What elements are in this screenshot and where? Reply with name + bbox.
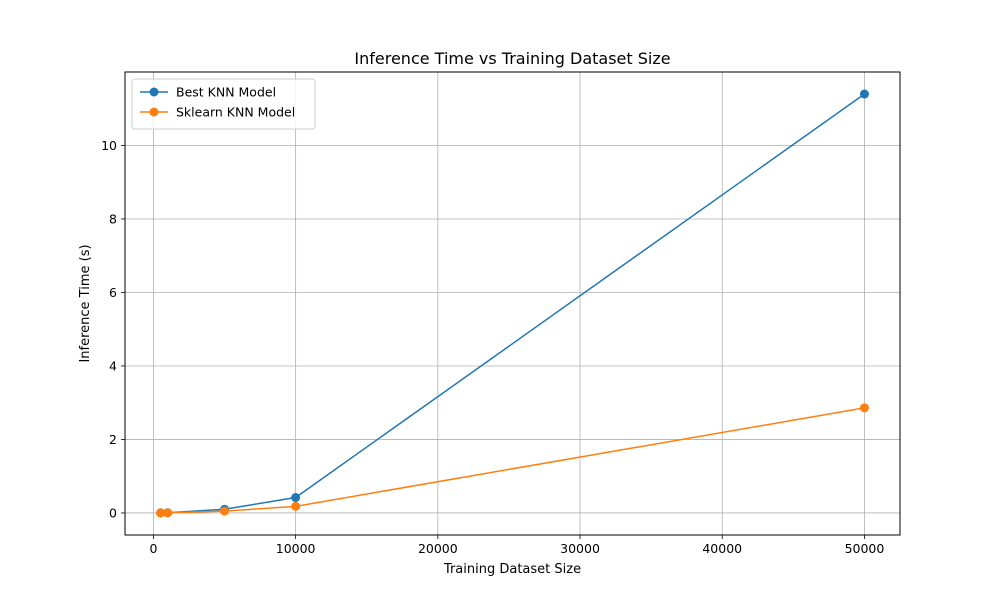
y-tick-label: 2 xyxy=(109,432,117,447)
data-point xyxy=(220,506,230,516)
y-tick-label: 4 xyxy=(109,358,117,373)
y-tick-label: 6 xyxy=(109,285,117,300)
data-point xyxy=(291,501,301,511)
x-tick-label: 40000 xyxy=(702,541,742,556)
y-tick-label: 10 xyxy=(101,138,117,153)
data-point xyxy=(163,508,173,518)
y-tick-label: 8 xyxy=(109,211,117,226)
x-tick-label: 0 xyxy=(149,541,157,556)
chart-title: Inference Time vs Training Dataset Size xyxy=(354,49,670,68)
x-tick-label: 30000 xyxy=(560,541,600,556)
series-layer xyxy=(156,89,869,518)
legend-marker xyxy=(149,87,159,97)
data-point xyxy=(859,89,869,99)
grid xyxy=(125,72,900,535)
y-axis-label: Inference Time (s) xyxy=(78,244,93,362)
legend-item: Best KNN Model xyxy=(140,85,276,100)
legend-label: Sklearn KNN Model xyxy=(176,105,295,120)
y-tick-label: 0 xyxy=(109,505,117,520)
data-point xyxy=(291,493,301,503)
legend-box xyxy=(131,78,316,130)
legend-item: Sklearn KNN Model xyxy=(140,105,295,120)
series-2 xyxy=(156,403,869,518)
x-tick-label: 50000 xyxy=(845,541,885,556)
legend-marker xyxy=(149,107,159,117)
x-tick-label: 20000 xyxy=(418,541,458,556)
plot-frame xyxy=(124,71,901,536)
data-point xyxy=(859,403,869,413)
data-point xyxy=(156,508,166,518)
legend-label: Best KNN Model xyxy=(176,85,276,100)
legend: Best KNN Model Sklearn KNN Model xyxy=(131,78,316,130)
x-tick-label: 10000 xyxy=(276,541,316,556)
x-axis-label: Training Dataset Size xyxy=(443,562,581,577)
tick-layer: 0 10000 20000 30000 40000 50000 0 2 4 6 8 10 xyxy=(101,138,884,556)
